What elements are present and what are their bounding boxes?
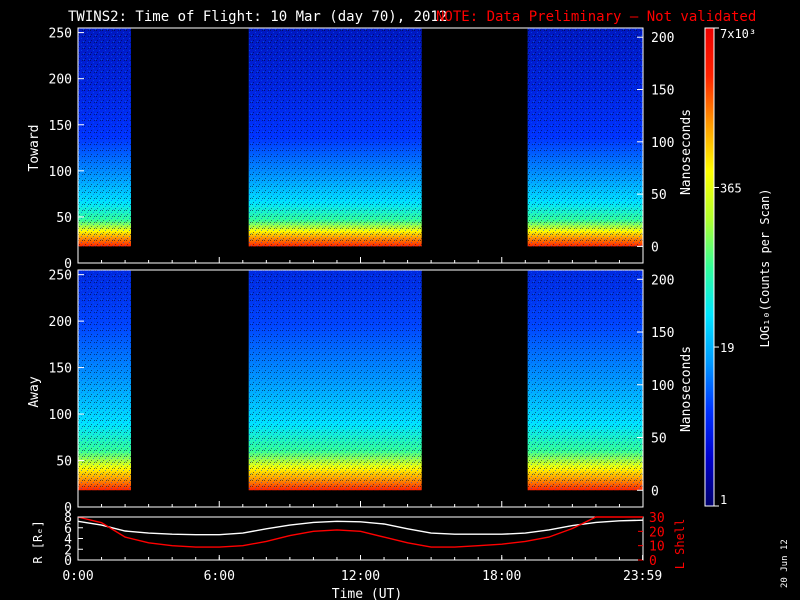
ns-tick-label: 0: [651, 240, 659, 255]
colorbar-tick-label: 19: [720, 341, 734, 355]
radius-line: [77, 519, 644, 536]
time-tick-label: 23:59: [623, 569, 662, 584]
ns-tick-label: 200: [651, 31, 674, 46]
colorbar-tick-label: 7x10³: [720, 27, 756, 41]
toward-spectrogram-panel: 0 50 100 150 200 250 0 50 100 150 200: [49, 27, 675, 272]
y-tick-label: 100: [49, 408, 72, 423]
y-tick-label: 250: [49, 27, 72, 42]
spectrogram-noise: [527, 28, 643, 247]
preliminary-note: NOTE: Data Preliminary – Not validated: [436, 9, 756, 25]
away-nanoseconds-label: Nanoseconds: [679, 346, 694, 432]
y-tick-label: 0: [64, 257, 72, 272]
y-tick-label: 0: [64, 501, 72, 516]
lshell-tick-label: 0: [649, 554, 657, 569]
figure-title: TWINS2: Time of Flight: 10 Mar (day 70),…: [68, 9, 447, 25]
ephemeris-frame: [77, 516, 644, 561]
toward-axis-label: Toward: [27, 125, 42, 172]
ns-tick-label: 150: [651, 84, 674, 99]
r-tick-label: 4: [64, 533, 72, 548]
radius-axis-label: R [Rₑ]: [31, 520, 45, 563]
r-tick-label: 2: [64, 543, 72, 558]
y-tick-label: 200: [49, 315, 72, 330]
time-tick-label: 18:00: [482, 569, 521, 584]
y-tick-label: 250: [49, 269, 72, 284]
lshell-tick-label: 10: [649, 540, 665, 555]
y-tick-label: 100: [49, 165, 72, 180]
y-tick-label: 150: [49, 119, 72, 134]
colorbar-tick-label: 1: [720, 493, 727, 507]
y-tick-label: 50: [56, 211, 72, 226]
y-tick-label: 200: [49, 73, 72, 88]
ns-tick-label: 200: [651, 273, 674, 288]
lshell-tick-label: 20: [649, 525, 665, 540]
ns-tick-label: 100: [651, 136, 674, 151]
time-axis-label: Time (UT): [332, 587, 402, 600]
time-tick-label: 6:00: [204, 569, 235, 584]
y-tick-label: 150: [49, 362, 72, 377]
time-tick-label: 0:00: [62, 569, 93, 584]
spectrogram-noise: [78, 28, 131, 247]
away-axis-label: Away: [27, 376, 42, 407]
lshell-line: [77, 516, 643, 548]
colorbar: 7x10³ 365 19 1 LOG₁₀(Counts per Scan): [704, 27, 772, 507]
y-tick-label: 50: [56, 455, 72, 470]
colorbar-label: LOG₁₀(Counts per Scan): [758, 189, 772, 348]
r-tick-label: 0: [64, 554, 72, 569]
toward-nanoseconds-label: Nanoseconds: [679, 109, 694, 195]
lshell-axis-label: L Shell: [673, 519, 687, 570]
ns-tick-label: 0: [651, 484, 659, 499]
ns-tick-label: 50: [651, 432, 667, 447]
ns-tick-label: 100: [651, 379, 674, 394]
date-stamp: 20 Jun 12: [780, 539, 790, 588]
spectrogram-noise: [527, 270, 643, 491]
lshell-tick-label: 30: [649, 511, 665, 526]
spectrogram-noise: [248, 28, 422, 247]
r-tick-label: 8: [64, 511, 72, 526]
r-tick-label: 6: [64, 522, 72, 537]
time-tick-label: 12:00: [341, 569, 380, 584]
spectrogram-noise: [78, 270, 131, 491]
colorbar-tick-label: 365: [720, 181, 742, 195]
ns-tick-label: 50: [651, 188, 667, 203]
ns-tick-label: 150: [651, 326, 674, 341]
spectrogram-noise: [248, 270, 422, 491]
colorbar-gradient: [704, 27, 715, 507]
away-spectrogram-panel: 0 50 100 150 200 250 0 50 100 150 200: [49, 269, 675, 516]
